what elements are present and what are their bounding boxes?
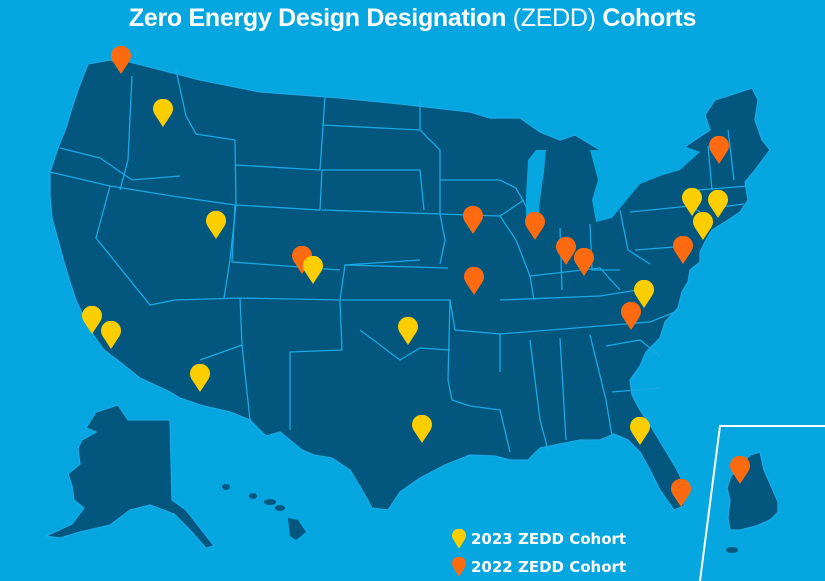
map-pin-orange-icon[interactable]: 2022 ZEDD Cohort - Ohio (Cincinnati area… [574, 248, 594, 276]
map-pin-orange-icon[interactable]: 2022 ZEDD Cohort - Pennsylvania / Maryla… [673, 236, 693, 264]
hawaii-islands [222, 484, 306, 540]
map-pin-yellow-icon[interactable]: 2023 ZEDD Cohort - Oklahoma (Oklahoma Ci… [398, 317, 418, 345]
map-pin-yellow-icon[interactable]: 2023 ZEDD Cohort - New Jersey / NYC area [693, 212, 713, 240]
map-pin-yellow-icon[interactable]: 2023 ZEDD Cohort - California (Los Angel… [101, 321, 121, 349]
jeju-island [726, 547, 738, 553]
lake-erie-ontario [590, 140, 700, 222]
great-lakes [526, 150, 546, 232]
map-pin-orange-icon[interactable]: 2022 ZEDD Cohort - Illinois (Chicago are… [525, 212, 545, 240]
map-pin-yellow-icon[interactable]: 2023 ZEDD Cohort - Arizona (Phoenix area… [190, 364, 210, 392]
map-pin-yellow-icon[interactable]: 2023 ZEDD Cohort - Colorado (Denver area… [303, 256, 323, 284]
south-korea-inset-frame [699, 425, 825, 581]
map-pin-orange-icon[interactable]: 2022 ZEDD Cohort - Florida (Miami area) [671, 479, 691, 507]
map-pin-orange-icon[interactable]: 2022 ZEDD Cohort - Indiana [556, 237, 576, 265]
map-pin-orange-icon[interactable]: 2022 ZEDD Cohort - Washington (Bellingha… [111, 46, 131, 74]
map-pin-yellow-icon[interactable]: 2023 ZEDD Cohort - Virginia [634, 280, 654, 308]
map-pin-orange-icon[interactable]: 2022 ZEDD Cohort - Colorado (Boulder are… [292, 246, 312, 274]
map-pin-orange-icon[interactable]: 2022 ZEDD Cohort - Virginia / North Caro… [621, 302, 641, 330]
map-pin-yellow-icon[interactable]: 2023 ZEDD Cohort - Utah (Salt Lake City … [206, 211, 226, 239]
title-bold-part-1: Zero Energy Design Designation [128, 4, 507, 32]
legend: 2023 ZEDD Cohort 2022 ZEDD Cohort [452, 525, 626, 581]
map-pin-yellow-icon[interactable]: 2023 ZEDD Cohort - Texas (Austin area) [412, 415, 432, 443]
map-title: Zero Energy Design Designation (ZEDD) Co… [0, 4, 825, 33]
map-pin-yellow-icon[interactable]: 2023 ZEDD Cohort - Massachusetts [708, 190, 728, 218]
map-pin-orange-icon[interactable]: 2022 ZEDD Cohort - Iowa [463, 206, 483, 234]
legend-label-2022: 2022 ZEDD Cohort [471, 558, 627, 576]
map-pin-orange-icon [452, 557, 466, 577]
title-light-part: (ZEDD) [512, 4, 596, 32]
title-bold-part-2: Cohorts [602, 4, 697, 32]
map-pin-yellow-icon[interactable]: 2023 ZEDD Cohort - California (Santa Bar… [82, 306, 102, 334]
alaska-landmass [45, 404, 215, 549]
legend-item-2023: 2023 ZEDD Cohort [452, 525, 626, 553]
map-pin-yellow-icon[interactable]: 2023 ZEDD Cohort - Florida (Jacksonville… [630, 417, 650, 445]
legend-item-2022: 2022 ZEDD Cohort [452, 553, 626, 581]
map-pin-orange-icon[interactable]: 2022 ZEDD Cohort - Missouri [464, 267, 484, 295]
map-pin-yellow-icon [452, 529, 466, 549]
state-borders [49, 69, 749, 453]
map-pin-yellow-icon[interactable]: 2023 ZEDD Cohort - New York (Hudson Vall… [682, 188, 702, 216]
map-pin-orange-icon[interactable]: 2022 ZEDD Cohort - Vermont [709, 136, 729, 164]
map-pin-yellow-icon[interactable]: 2023 ZEDD Cohort - Washington (Spokane a… [153, 99, 173, 127]
map-pin-orange-icon[interactable]: 2022 ZEDD Cohort - South Korea (Seoul ar… [730, 456, 750, 484]
legend-label-2023: 2023 ZEDD Cohort [471, 530, 627, 548]
